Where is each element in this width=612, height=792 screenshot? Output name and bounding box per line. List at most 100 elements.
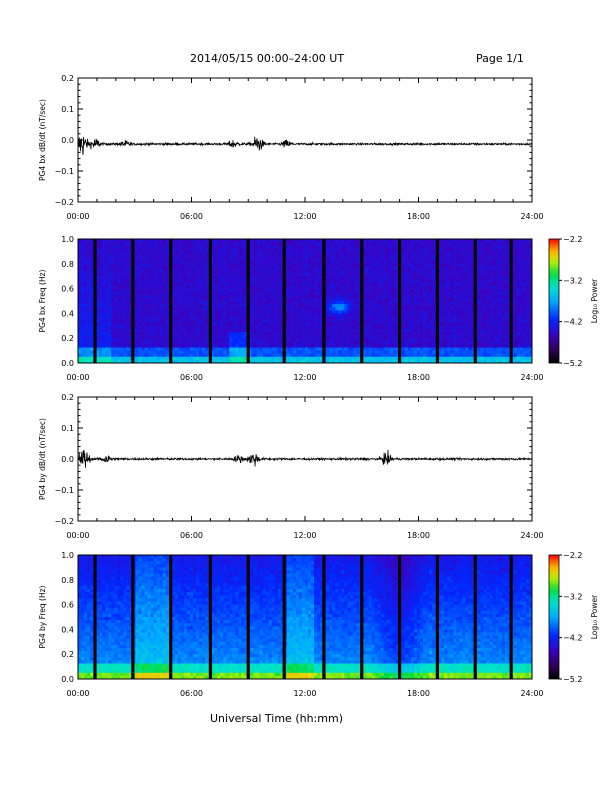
- spectrogram-cell: [214, 328, 218, 333]
- spectrogram-cell: [389, 288, 394, 293]
- spectrogram-cell: [274, 350, 279, 355]
- spectrogram-cell: [374, 332, 378, 336]
- spectrogram-cell: [377, 353, 382, 358]
- spectrogram-cell: [102, 341, 106, 345]
- spectrogram-cell: [341, 257, 345, 262]
- spectrogram-cell: [211, 260, 215, 265]
- spectrogram-cell: [280, 266, 285, 271]
- spectrogram-cell: [368, 335, 372, 339]
- spectrogram-cell: [416, 356, 421, 361]
- spectrogram-cell: [420, 313, 424, 317]
- spectrogram-cell: [211, 332, 215, 336]
- spectrogram-cell: [156, 288, 161, 293]
- spectrogram-cell: [341, 338, 345, 342]
- spectrogram-cell: [117, 301, 121, 305]
- spectrogram-cell: [262, 359, 267, 364]
- spectrogram-cell: [413, 316, 418, 320]
- spectrogram-cell: [262, 347, 267, 351]
- spectrogram-cell: [347, 266, 351, 271]
- spectrogram-cell: [380, 341, 385, 345]
- spectrogram-cell: [193, 270, 197, 274]
- spectrogram-cell: [183, 242, 188, 246]
- spectrogram-cell: [341, 279, 345, 283]
- spectrogram-cell: [392, 294, 397, 299]
- spectrogram-cell: [368, 341, 372, 345]
- spectrogram-cell: [78, 254, 82, 258]
- spectrogram-cell: [386, 341, 391, 345]
- spectrogram-cell: [78, 332, 82, 336]
- spectrogram-cell: [350, 304, 354, 308]
- spectrogram-cell: [265, 353, 270, 358]
- spectrogram-cell: [111, 316, 115, 320]
- spectrogram-cell: [96, 285, 100, 289]
- spectrogram-cell: [111, 279, 115, 283]
- spectrogram-cell: [308, 254, 312, 258]
- spectrogram-cell: [144, 294, 148, 299]
- spectrogram-cell: [165, 347, 170, 351]
- spectrogram-cell: [326, 356, 330, 361]
- spectrogram-cell: [193, 297, 197, 302]
- spectrogram-cell: [147, 350, 151, 355]
- spectrogram-cell: [90, 242, 94, 246]
- spectrogram-cell: [356, 285, 360, 289]
- spectrogram-cell: [256, 251, 260, 255]
- spectrogram-cell: [90, 325, 94, 330]
- spectrogram-cell: [292, 328, 297, 333]
- spectrogram-cell: [265, 307, 270, 311]
- spectrogram-cell: [250, 350, 254, 355]
- spectrogram-cell: [150, 335, 155, 339]
- spectrogram-cell: [383, 332, 388, 336]
- spectrogram-cell: [117, 310, 121, 314]
- spectrogram-cell: [305, 260, 309, 265]
- spectrogram-cell: [262, 301, 267, 305]
- spectrogram-cell: [311, 347, 315, 351]
- spectrogram-cell: [253, 356, 257, 361]
- spectrogram-cell: [256, 239, 260, 243]
- spectrogram-cell: [177, 325, 182, 330]
- spectrogram-cell: [329, 338, 333, 342]
- spectrogram-cell: [341, 270, 345, 274]
- spectrogram-cell: [344, 266, 348, 271]
- spectrogram-cell: [407, 266, 412, 271]
- spectrogram-cell: [162, 288, 167, 293]
- spectrogram-cell: [380, 301, 385, 305]
- spectrogram-cell: [344, 325, 348, 330]
- spectrogram-cell: [156, 251, 161, 255]
- spectrogram-cell: [165, 297, 170, 302]
- spectrogram-cell: [344, 356, 348, 361]
- spectrogram-cell: [353, 276, 357, 280]
- spectrogram-cell: [241, 325, 245, 330]
- spectrogram-cell: [135, 344, 139, 348]
- spectrogram-cell: [177, 245, 182, 249]
- spectrogram-cell: [78, 251, 82, 255]
- spectrogram-cell: [311, 297, 315, 302]
- spectrogram-cell: [214, 242, 218, 246]
- spectrogram-cell: [123, 356, 127, 361]
- spectrogram-cell: [241, 251, 245, 255]
- spectrogram-cell: [144, 263, 148, 268]
- spectrogram-cell: [223, 359, 227, 364]
- spectrogram-cell: [326, 248, 330, 252]
- spectrogram-cell: [123, 291, 127, 296]
- x-tick-label: 00:00: [66, 212, 89, 221]
- spectrogram-cell: [389, 301, 394, 305]
- spectrogram-cell: [289, 291, 294, 296]
- spectrogram-cell: [320, 279, 324, 283]
- spectrogram-cell: [365, 310, 369, 314]
- spectrogram-cell: [295, 353, 300, 358]
- spectrogram-cell: [404, 279, 409, 283]
- spectrogram-cell: [211, 242, 215, 246]
- spectrogram-cell: [362, 279, 366, 283]
- spectrogram-cell: [317, 276, 321, 280]
- spectrogram-cell: [129, 341, 133, 345]
- spectrogram-cell: [371, 291, 375, 296]
- spectrogram-cell: [423, 304, 427, 308]
- spectrogram-cell: [353, 273, 357, 277]
- spectrogram-cell: [413, 310, 418, 314]
- spectrogram-cell: [117, 285, 121, 289]
- spectrogram-cell: [250, 239, 254, 243]
- spectrogram-cell: [301, 294, 306, 299]
- spectrogram-cell: [301, 356, 306, 361]
- spectrogram-cell: [429, 307, 433, 311]
- spectrogram-cell: [217, 239, 221, 243]
